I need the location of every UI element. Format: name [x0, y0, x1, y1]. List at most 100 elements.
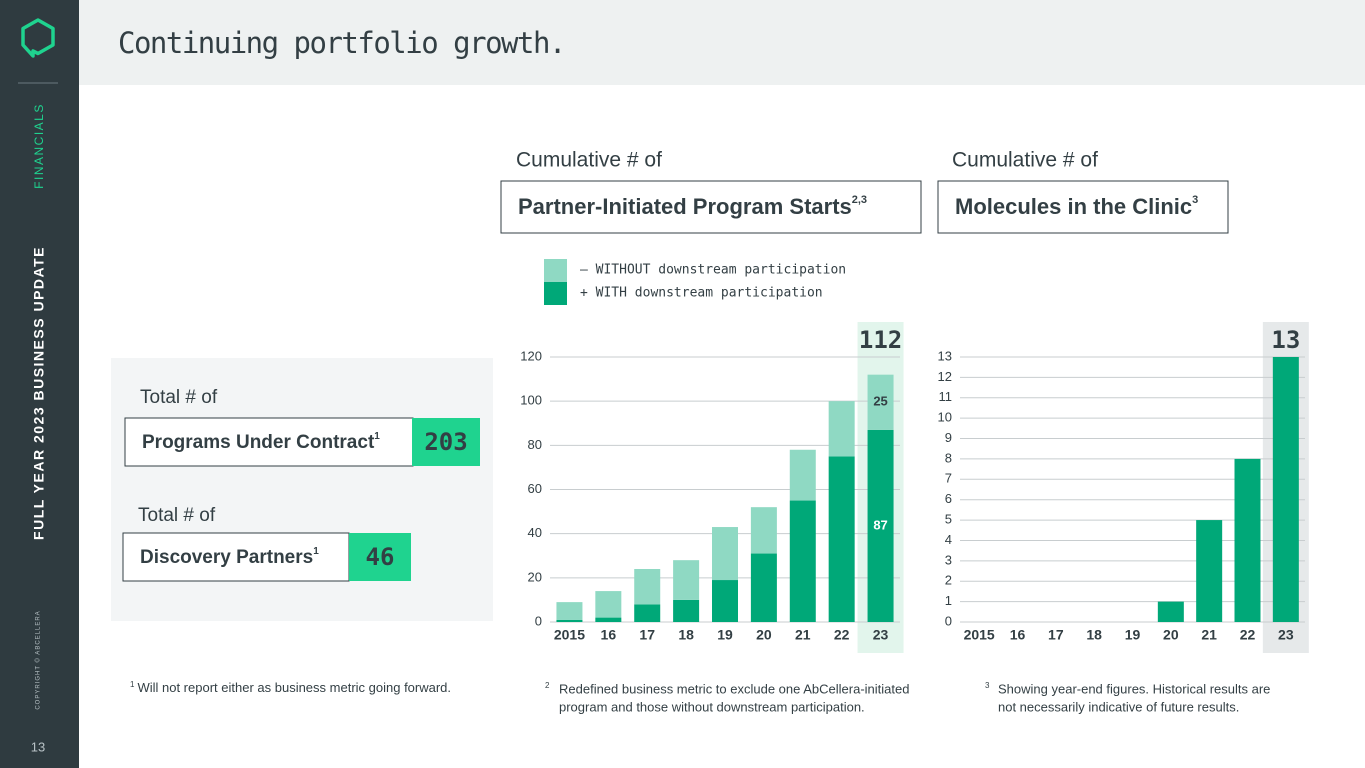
header-band	[79, 0, 1365, 85]
y-tick-label: 5	[945, 512, 952, 527]
metric-label-text: Programs Under Contract	[142, 432, 375, 453]
bar-segment	[789, 500, 816, 622]
bar-segment	[712, 580, 738, 622]
bar-segment	[867, 429, 894, 622]
legend-label: – WITHOUT downstream participation	[580, 263, 846, 278]
y-tick-label: 120	[520, 348, 542, 363]
x-tick-label: 19	[1125, 627, 1141, 643]
x-tick-label: 20	[756, 627, 772, 643]
chart-title-note: 3	[1192, 194, 1198, 206]
bar	[1196, 520, 1223, 622]
footnote-mark: 3	[985, 681, 990, 690]
total-label: 112	[859, 326, 902, 354]
x-tick-label: 22	[1240, 627, 1256, 643]
bar	[1272, 357, 1299, 622]
y-tick-label: 20	[528, 569, 542, 584]
bar-segment	[867, 374, 894, 430]
x-tick-label: 21	[795, 627, 811, 643]
page-number: 13	[31, 739, 45, 754]
chart-kicker: Cumulative # of	[516, 149, 662, 172]
y-tick-label: 10	[938, 410, 952, 425]
y-tick-label: 40	[528, 525, 542, 540]
y-tick-label: 11	[939, 389, 953, 404]
footnote: 1 Will not report either as business metr…	[130, 680, 451, 695]
x-tick-label: 2015	[964, 627, 995, 643]
legend-swatch	[544, 282, 567, 305]
legend-label: + WITH downstream participation	[580, 286, 823, 301]
bar-segment	[673, 599, 700, 622]
y-tick-label: 2	[945, 573, 952, 588]
x-tick-label: 2015	[554, 627, 585, 643]
metric-label: Discovery Partners1	[140, 546, 319, 568]
y-tick-label: 100	[520, 393, 542, 408]
y-tick-label: 6	[945, 491, 952, 506]
x-tick-label: 18	[1086, 627, 1102, 643]
x-tick-label: 23	[1278, 627, 1294, 643]
chart-title-note: 2,3	[852, 194, 867, 206]
bar-segment	[595, 617, 622, 622]
x-tick-label: 16	[601, 627, 617, 643]
bar-segment	[634, 569, 661, 605]
x-tick-label: 16	[1010, 627, 1026, 643]
deck-label: FULL YEAR 2023 BUSINESS UPDATE	[31, 246, 47, 540]
chart-title-box	[937, 180, 1229, 234]
copyright: COPYRIGHT © ABCELLERA	[35, 610, 42, 709]
y-tick-label: 1	[945, 593, 952, 608]
bar-segment	[634, 604, 661, 622]
bar-segment	[828, 401, 855, 457]
chart-title-box	[500, 180, 922, 234]
x-tick-label: 23	[873, 627, 889, 643]
x-tick-label: 20	[1163, 627, 1179, 643]
y-tick-label: 8	[945, 450, 952, 465]
bar-segment	[789, 449, 816, 501]
metric-note: 1	[374, 431, 380, 442]
metric-value: 203	[424, 428, 467, 456]
legend-swatch	[544, 259, 567, 282]
chart-title: Molecules in the Clinic3	[955, 194, 1198, 219]
footnote-text: Showing year-end figures. Historical res…	[998, 681, 1270, 696]
footnote-text: program and those without downstream par…	[559, 699, 865, 714]
x-tick-label: 17	[639, 627, 655, 643]
metric-value-box	[349, 533, 411, 581]
chart-kicker: Cumulative # of	[952, 149, 1098, 172]
section-label: FINANCIALS	[32, 103, 46, 189]
logo	[21, 18, 55, 58]
footnote-text: not necessarily indicative of future res…	[998, 699, 1239, 714]
bar-segment	[595, 591, 622, 618]
page-title: Continuing portfolio growth.	[118, 26, 565, 60]
metric-label-text: Discovery Partners	[140, 547, 313, 568]
x-tick-label: 22	[834, 627, 850, 643]
metric-label: Programs Under Contract1	[142, 431, 380, 453]
y-tick-label: 13	[938, 348, 952, 363]
metric-kicker: Total # of	[140, 387, 218, 408]
value-label: 87	[873, 517, 887, 532]
bar-segment	[712, 527, 738, 581]
metric-kicker: Total # of	[138, 505, 216, 526]
bar-segment	[673, 560, 700, 600]
metric-value: 46	[366, 543, 395, 571]
x-tick-label: 19	[717, 627, 733, 643]
bar	[1234, 458, 1261, 622]
chart-title: Partner-Initiated Program Starts2,3	[518, 194, 867, 219]
x-tick-label: 18	[678, 627, 694, 643]
y-tick-label: 7	[945, 471, 952, 486]
bar-segment	[556, 602, 583, 620]
sidebar	[0, 0, 79, 768]
bar-segment	[750, 507, 777, 554]
bar-segment	[556, 619, 583, 622]
metric-note: 1	[313, 546, 319, 557]
y-tick-label: 3	[945, 552, 952, 567]
metric-value-box	[412, 418, 480, 466]
y-tick-label: 0	[945, 613, 952, 628]
bar	[1157, 601, 1184, 622]
y-tick-label: 4	[945, 532, 952, 547]
footnote-text: Will not report either as business metri…	[137, 680, 451, 695]
x-tick-label: 17	[1048, 627, 1064, 643]
y-tick-label: 9	[945, 430, 952, 445]
x-tick-label: 21	[1201, 627, 1217, 643]
y-tick-label: 12	[938, 369, 952, 384]
footnote-mark: 2	[545, 681, 550, 690]
chart-title-text: Molecules in the Clinic	[955, 194, 1192, 219]
